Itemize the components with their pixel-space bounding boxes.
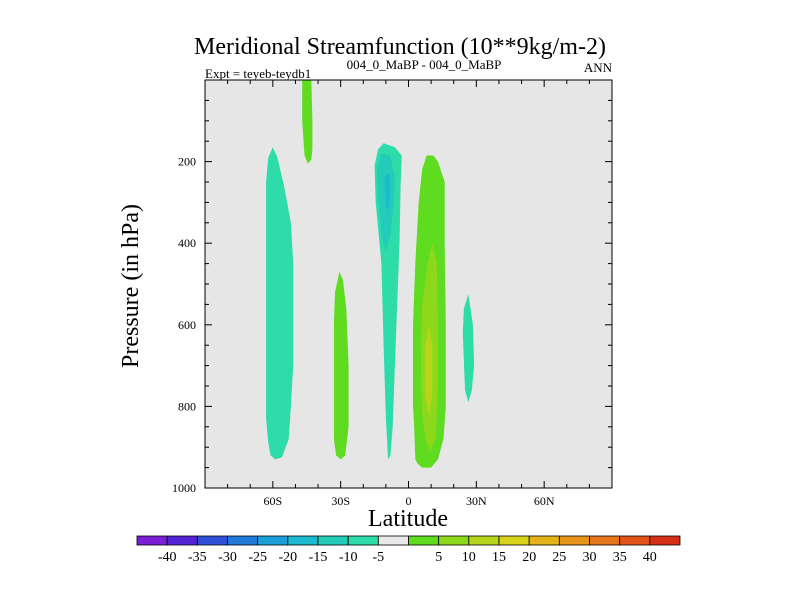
colorbar-swatch	[468, 535, 500, 546]
contour-regions	[266, 80, 475, 489]
experiment-label: Expt = teyeb-teydb1	[205, 66, 311, 81]
x-tick-label: 0	[406, 494, 412, 508]
colorbar-label: 10	[462, 550, 476, 565]
colorbar: -40 -35 -30 -25 -20 -15 -10 -5 5 10 15 20 25 30 35 40	[136, 535, 681, 565]
colorbar-swatch	[377, 535, 409, 546]
colorbar-label: -25	[248, 550, 267, 565]
chart-title: Meridional Streamfunction (10**9kg/m-2)	[194, 34, 606, 60]
colorbar-swatch	[136, 535, 168, 546]
y-tick-label: 800	[178, 399, 196, 413]
colorbar-swatch	[166, 535, 198, 546]
colorbar-swatch	[619, 535, 651, 546]
colorbar-label: 35	[613, 550, 627, 565]
streamfunction-core-10n-inner	[425, 324, 433, 415]
colorbar-label: -10	[339, 550, 358, 565]
colorbar-swatch	[317, 535, 349, 546]
colorbar-swatch	[287, 535, 319, 546]
season-label: ANN	[584, 60, 613, 75]
colorbar-swatch	[196, 535, 228, 546]
x-tick-label: 60S	[263, 494, 282, 508]
colorbar-label: 20	[522, 550, 536, 565]
colorbar-swatch	[257, 535, 289, 546]
streamfunction-cell-60s	[266, 147, 294, 489]
streamfunction-cell-30s	[333, 271, 349, 460]
colorbar-swatch	[438, 535, 470, 546]
x-tick-label: 30S	[331, 494, 350, 508]
y-tick-label: 200	[178, 155, 196, 169]
colorbar-swatch	[649, 535, 681, 546]
colorbar-label: -40	[158, 550, 177, 565]
colorbar-label: 15	[492, 550, 506, 565]
streamfunction-core-10s-inner	[384, 173, 391, 211]
x-tick-label: 30N	[466, 494, 487, 508]
colorbar-label: -5	[372, 550, 384, 565]
colorbar-label: 5	[435, 550, 442, 565]
colorbar-label: 30	[583, 550, 597, 565]
streamfunction-cell-45s-upper	[302, 80, 313, 164]
colorbar-swatch	[528, 535, 560, 546]
colorbar-label: -20	[278, 550, 297, 565]
plot-background	[205, 80, 612, 488]
streamfunction-cell-25n	[462, 294, 475, 403]
colorbar-label: 25	[552, 550, 566, 565]
colorbar-swatch	[408, 535, 440, 546]
colorbar-swatch	[498, 535, 530, 546]
colorbar-swatch	[558, 535, 590, 546]
colorbar-swatch	[347, 535, 379, 546]
period-label: 004_0_MaBP - 004_0_MaBP	[347, 57, 502, 72]
x-axis-label: Latitude	[368, 506, 448, 532]
colorbar-swatch	[589, 535, 621, 546]
axes: 60S 30S 0 30N 60N 200 400 600 800 1000	[172, 80, 612, 508]
y-axis-label: Pressure (in hPa)	[118, 204, 144, 368]
y-tick-label: 1000	[172, 481, 196, 495]
colorbar-swatch	[227, 535, 259, 546]
colorbar-label: -15	[309, 550, 328, 565]
colorbar-label: -30	[218, 550, 237, 565]
x-tick-label: 60N	[534, 494, 555, 508]
y-tick-label: 600	[178, 318, 196, 332]
colorbar-label: 40	[643, 550, 657, 565]
y-tick-label: 400	[178, 236, 196, 250]
colorbar-label: -35	[188, 550, 207, 565]
